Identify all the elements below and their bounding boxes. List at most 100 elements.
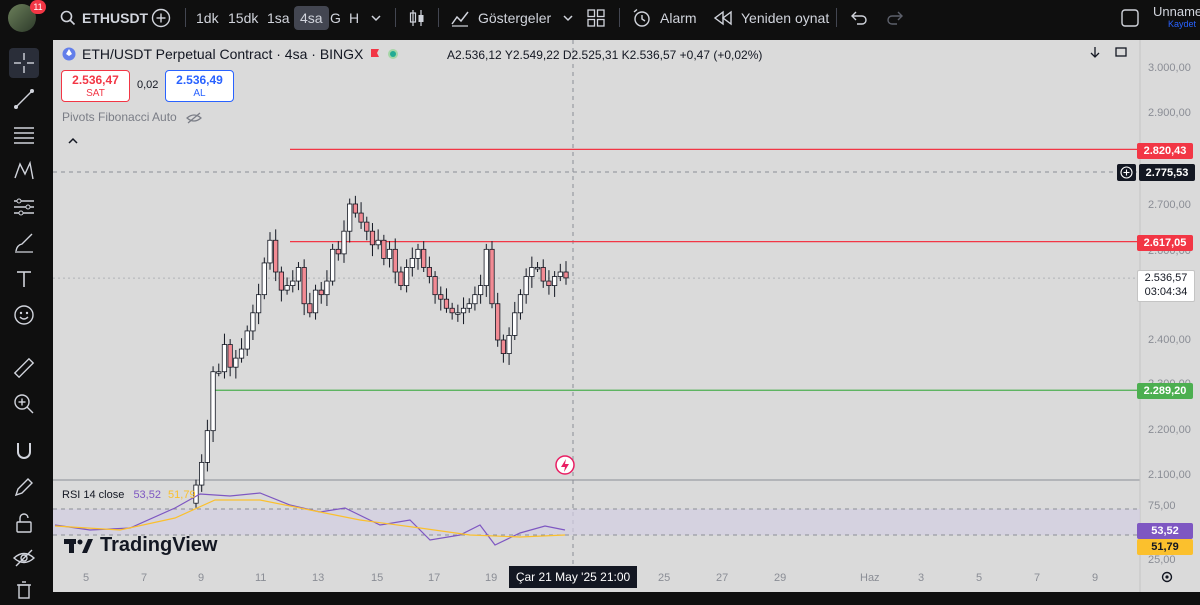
prediction-tool[interactable]	[9, 192, 39, 222]
emoji-tool[interactable]	[9, 300, 39, 330]
symbol-title[interactable]: ETH/USDT Perpetual Contract · 4sa · BING…	[82, 46, 364, 62]
time-label: 13	[312, 572, 325, 584]
pencil-icon	[13, 476, 35, 498]
maximize-chart-button[interactable]	[1114, 45, 1128, 64]
pivots-indicator-label[interactable]: Pivots Fibonacci Auto	[62, 110, 203, 124]
crosshair-price-tag: 2.775,53	[1139, 164, 1195, 181]
chart-settings-button[interactable]	[1160, 570, 1174, 589]
plus-circle-icon	[1120, 166, 1133, 179]
time-label: 15	[371, 572, 384, 584]
top-toolbar: 11 ETHUSDT 1dk 15dk 1sa 4sa G H Gösterge…	[0, 0, 1200, 35]
compare-button[interactable]	[151, 0, 171, 35]
plus-circle-icon	[151, 8, 171, 28]
price-label: 2.100,00	[1148, 469, 1191, 481]
fib-tool[interactable]	[9, 120, 39, 150]
timeframe-1dk[interactable]: 1dk	[196, 9, 219, 26]
price-label: 2.900,00	[1148, 107, 1191, 119]
time-label: 17	[428, 572, 441, 584]
last-price-tag: 2.536,57 03:04:34	[1137, 270, 1195, 302]
last-price: 2.536,57	[1144, 272, 1188, 284]
collapse-indicators-button[interactable]	[67, 134, 79, 152]
price-label: 3.000,00	[1148, 62, 1191, 74]
tradingview-logo-icon	[64, 538, 94, 554]
timeframe-1sa[interactable]: 1sa	[267, 9, 290, 26]
time-label: 19	[485, 572, 498, 584]
rsi-title[interactable]: RSI 14 close	[62, 489, 125, 501]
divider	[619, 8, 620, 27]
time-label: 29	[774, 572, 787, 584]
alarm-clock-icon	[632, 8, 652, 28]
sliders-icon	[13, 196, 35, 218]
trash-icon	[14, 580, 34, 600]
ruler-tool[interactable]	[9, 353, 39, 383]
sell-label: SAT	[86, 88, 105, 99]
r1-price-tag: 2.820,43	[1137, 143, 1193, 159]
chevron-down-icon	[562, 12, 574, 24]
rsi-value: 53,52	[133, 489, 161, 501]
price-label: 2.700,00	[1148, 199, 1191, 211]
templates-button[interactable]	[587, 0, 605, 35]
crosshair-icon	[13, 52, 35, 74]
alarm-button[interactable]: Alarm	[632, 0, 697, 35]
lock-icon	[13, 512, 35, 534]
buy-button[interactable]: 2.536,49 AL	[165, 70, 234, 102]
s1-price-tag: 2.289,20	[1137, 383, 1193, 399]
eye-off-icon	[13, 547, 35, 569]
time-label: 11	[255, 572, 267, 584]
brush-tool[interactable]	[9, 228, 39, 258]
time-label: 5	[976, 572, 983, 584]
stay-in-draw-tool[interactable]	[9, 472, 39, 502]
divider	[836, 8, 837, 27]
undo-icon	[850, 10, 868, 26]
notification-badge: 11	[30, 0, 46, 14]
timeframe-15dk[interactable]: 15dk	[228, 9, 259, 26]
trash-tool[interactable]	[9, 575, 39, 605]
layout-checkbox[interactable]	[1121, 0, 1139, 35]
text-tool[interactable]	[9, 264, 39, 294]
trend-line-tool[interactable]	[9, 84, 39, 114]
flag-icon[interactable]	[369, 48, 381, 60]
symbol-search[interactable]: ETHUSDT	[60, 0, 148, 35]
gear-icon	[1160, 570, 1174, 584]
lock-tool[interactable]	[9, 508, 39, 538]
chart-type-button[interactable]	[407, 0, 427, 35]
rsi-axis-label: 25,00	[1148, 554, 1176, 566]
zoom-in-icon	[13, 393, 35, 415]
timeframe-g[interactable]: G	[330, 9, 341, 26]
rsi-ma-tag: 51,79	[1137, 539, 1193, 555]
eye-off-icon[interactable]	[186, 112, 203, 124]
chart-pane[interactable]	[53, 40, 1200, 592]
time-label: 27	[716, 572, 729, 584]
timeframe-dropdown[interactable]	[370, 0, 382, 35]
redo-button[interactable]	[886, 0, 904, 35]
indicators-dropdown[interactable]	[562, 0, 574, 35]
text-icon	[13, 268, 35, 290]
sell-button[interactable]: 2.536,47 SAT	[61, 70, 130, 102]
arrow-down-icon	[1088, 45, 1102, 59]
trend-line-icon	[13, 88, 35, 110]
timeframe-h[interactable]: H	[349, 9, 360, 26]
redo-icon	[886, 10, 904, 26]
add-alert-button[interactable]	[1117, 164, 1136, 181]
brush-icon	[13, 232, 35, 254]
magnet-tool[interactable]	[9, 436, 39, 466]
undo-button[interactable]	[850, 0, 868, 35]
zoom-tool[interactable]	[9, 389, 39, 419]
rsi-value-tag: 53,52	[1137, 523, 1193, 539]
crosshair-tool[interactable]	[9, 48, 39, 78]
indicators-label: Göstergeler	[478, 9, 552, 26]
timeframe-4sa[interactable]: 4sa	[294, 0, 329, 35]
market-status-icon	[387, 48, 399, 60]
save-link[interactable]: Kaydet	[1168, 19, 1197, 29]
pattern-tool[interactable]	[9, 156, 39, 186]
time-label: 9	[198, 572, 205, 584]
replay-button[interactable]: Yeniden oynat	[713, 0, 829, 35]
chevron-down-icon	[370, 12, 382, 24]
rsi-legend: RSI 14 close 53,52 51,79	[62, 489, 196, 501]
indicators-icon	[450, 8, 470, 28]
collapse-legend-button[interactable]	[1088, 45, 1102, 64]
indicators-button[interactable]: Göstergeler	[450, 0, 551, 35]
hide-tool[interactable]	[9, 543, 39, 573]
sell-price: 2.536,47	[72, 73, 119, 87]
layout-name[interactable]: Unnamed	[1153, 4, 1200, 19]
